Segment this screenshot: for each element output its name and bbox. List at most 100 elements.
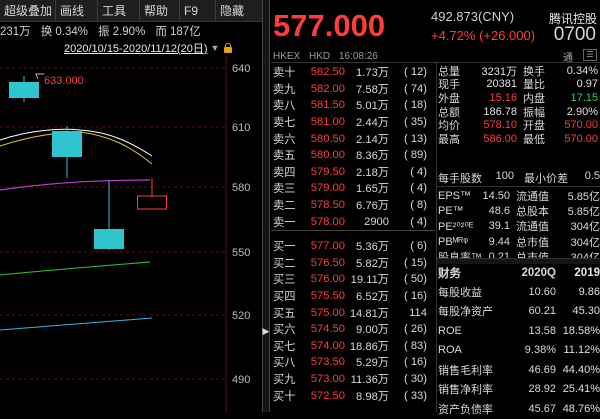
- bid-row[interactable]: 买六 574.50 9.00万 ( 26): [271, 321, 435, 338]
- level-volume: 6.76万: [356, 200, 389, 213]
- ask-row[interactable]: 卖十 582.50 1.73万 ( 12): [271, 64, 435, 81]
- level-volume: 5.29万: [356, 357, 389, 370]
- stat-row: 最高 586.00 最低 570.00: [438, 132, 600, 146]
- financial-value: 60.21: [528, 305, 556, 318]
- panel-splitter[interactable]: [262, 0, 270, 412]
- level-count: ( 12): [403, 66, 427, 79]
- ask-row[interactable]: 卖三 579.00 1.65万 ( 4): [271, 180, 435, 197]
- level-count: ( 18): [403, 99, 427, 112]
- y-tick-label: 580: [232, 182, 250, 194]
- bid-row[interactable]: 买一 577.00 5.36万 ( 6): [271, 238, 435, 255]
- trade-stats: 总量 3231万 换手 0.34% 现手 20381 量比 0.97 外盘 15.16 内盘 17.1…: [438, 64, 600, 146]
- financial-value-prev: 18.58%: [562, 324, 600, 337]
- level-label: 买六: [273, 324, 296, 337]
- level-price: 575.50: [310, 290, 345, 303]
- exchange-label: HKEX: [273, 51, 301, 62]
- bid-row[interactable]: 买九 573.00 11.36万 ( 30): [271, 371, 435, 388]
- stock-code: 0700: [553, 24, 596, 45]
- financials-period: 2020Q: [521, 267, 556, 279]
- chart-stats-bar: 231万 换 0.34% 振 2.90% 而 187亿: [0, 22, 262, 40]
- chart-panel: 超级叠加 画线 工具 帮助 F9 隐藏 231万 换 0.34% 振 2.90%…: [0, 0, 262, 412]
- valuation-row: EPS™ 14.50 流通值 5.85亿: [438, 188, 600, 203]
- level-volume: 2900: [364, 215, 389, 228]
- level-count: ( 74): [403, 82, 427, 95]
- ask-row[interactable]: 卖七 581.00 2.44万 ( 35): [271, 114, 435, 131]
- menu-item-draw-line[interactable]: 画线: [56, 0, 98, 22]
- level-volume: 2.18万: [356, 166, 389, 179]
- y-tick-label: 490: [232, 374, 250, 386]
- menu-item-overlay[interactable]: 超级叠加: [0, 0, 56, 22]
- ma5-line: [0, 128, 153, 157]
- chevron-down-icon[interactable]: ▼: [210, 43, 220, 53]
- menu-item-tools[interactable]: 工具: [98, 0, 140, 22]
- ask-row[interactable]: 卖二 578.50 6.76万 ( 8): [271, 197, 435, 214]
- valuation-label: 总市值: [516, 236, 549, 249]
- level-count: ( 8): [410, 199, 427, 212]
- ask-row[interactable]: 卖四 579.50 2.18万 ( 4): [271, 164, 435, 181]
- level-volume: 8.36万: [356, 150, 389, 163]
- level-price: 574.00: [310, 339, 345, 352]
- financial-row: 资产负债率 45.67 48.76%: [438, 399, 600, 419]
- level-label: 卖四: [273, 166, 296, 179]
- stat-value: 578.10: [483, 119, 517, 132]
- level-price: 573.00: [310, 372, 345, 385]
- level-label: 卖七: [273, 117, 296, 130]
- ask-row[interactable]: 卖九 582.00 7.58万 ( 74): [271, 81, 435, 98]
- stat-label: 总额: [438, 106, 460, 119]
- level-label: 买一: [273, 241, 296, 254]
- menu-item-hide[interactable]: 隐藏: [220, 3, 245, 18]
- ma120-line: [0, 317, 153, 331]
- bid-row[interactable]: 买二 576.50 5.82万 ( 15): [271, 255, 435, 272]
- level-volume: 8.98万: [356, 390, 389, 403]
- valuation-value: 9.44: [488, 235, 510, 248]
- ask-row[interactable]: 卖五 580.00 8.36万 ( 89): [271, 147, 435, 164]
- level-price: 580.00: [310, 149, 345, 162]
- financials-rows: 每股收益 10.60 9.86 每股净资产 60.21 45.30 ROE 13.58 18.5…: [438, 282, 600, 419]
- financial-label: ROE: [438, 324, 462, 337]
- lot-size-row: 每手股数 100 最小价差 0.5: [438, 170, 600, 185]
- level-label: 卖六: [273, 133, 296, 146]
- level-volume: 1.65万: [356, 183, 389, 196]
- financials-header: 财务 2020Q 2019: [438, 264, 600, 282]
- stat-value: 0.34%: [566, 64, 598, 77]
- ask-row[interactable]: 卖八 581.50 5.01万 ( 18): [271, 97, 435, 114]
- bid-row[interactable]: 买七 574.00 18.86万 ( 83): [271, 338, 435, 355]
- lock-icon[interactable]: [223, 42, 233, 54]
- collapse-arrow-icon[interactable]: ▶: [262, 326, 270, 336]
- price-cny: 492.873(CNY): [431, 9, 515, 24]
- connect-badge[interactable]: 通: [563, 53, 573, 64]
- level-count: ( 6): [410, 240, 427, 253]
- ask-row[interactable]: 卖一 578.00 2900 ( 4): [271, 213, 435, 230]
- y-tick-label: 520: [232, 310, 250, 322]
- high-marker-arrow: [35, 73, 44, 80]
- stat-cap: 而 187亿: [155, 26, 201, 38]
- bid-row[interactable]: 买五 575.00 14.81万 114: [271, 304, 435, 321]
- financials-title: 财务: [438, 268, 461, 280]
- financials: 财务 2020Q 2019 每股收益 10.60 9.86 每股净资产 60.21 45.…: [438, 264, 600, 419]
- level-price: 574.50: [310, 323, 345, 336]
- financial-value: 45.67: [528, 402, 556, 415]
- bid-row[interactable]: 买三 576.00 19.11万 ( 50): [271, 271, 435, 288]
- financial-label: 资产负债率: [438, 403, 493, 416]
- stat-value: 0.97: [576, 78, 598, 91]
- financial-value-prev: 25.41%: [562, 383, 600, 396]
- stat-value: 2.90%: [566, 105, 598, 118]
- menu-item-f9[interactable]: F9: [180, 0, 216, 22]
- menu-icon[interactable]: ☰: [583, 49, 597, 61]
- level-price: 573.50: [310, 356, 345, 369]
- ask-row[interactable]: 卖六 580.50 2.14万 ( 13): [271, 130, 435, 147]
- stock-name: 腾讯控股: [548, 12, 597, 26]
- bid-row[interactable]: 买八 573.50 5.29万 ( 16): [271, 354, 435, 371]
- valuation-label: 总股本: [516, 205, 549, 218]
- level-label: 卖二: [273, 200, 296, 213]
- date-range-selector[interactable]: 2020/10/15-2020/11/12(20日): [64, 43, 208, 55]
- menu-item-help[interactable]: 帮助: [140, 0, 180, 22]
- level-price: 576.50: [310, 256, 345, 269]
- last-price: 577.000: [273, 8, 386, 43]
- bid-row[interactable]: 买四 575.50 6.52万 ( 16): [271, 288, 435, 305]
- financial-value-prev: 45.30: [572, 305, 600, 318]
- financial-value: 9.38%: [524, 344, 556, 357]
- valuation-value: 14.50: [482, 189, 510, 202]
- bid-row[interactable]: 买十 572.50 8.98万 ( 33): [271, 387, 435, 404]
- financial-label: 每股收益: [438, 286, 482, 299]
